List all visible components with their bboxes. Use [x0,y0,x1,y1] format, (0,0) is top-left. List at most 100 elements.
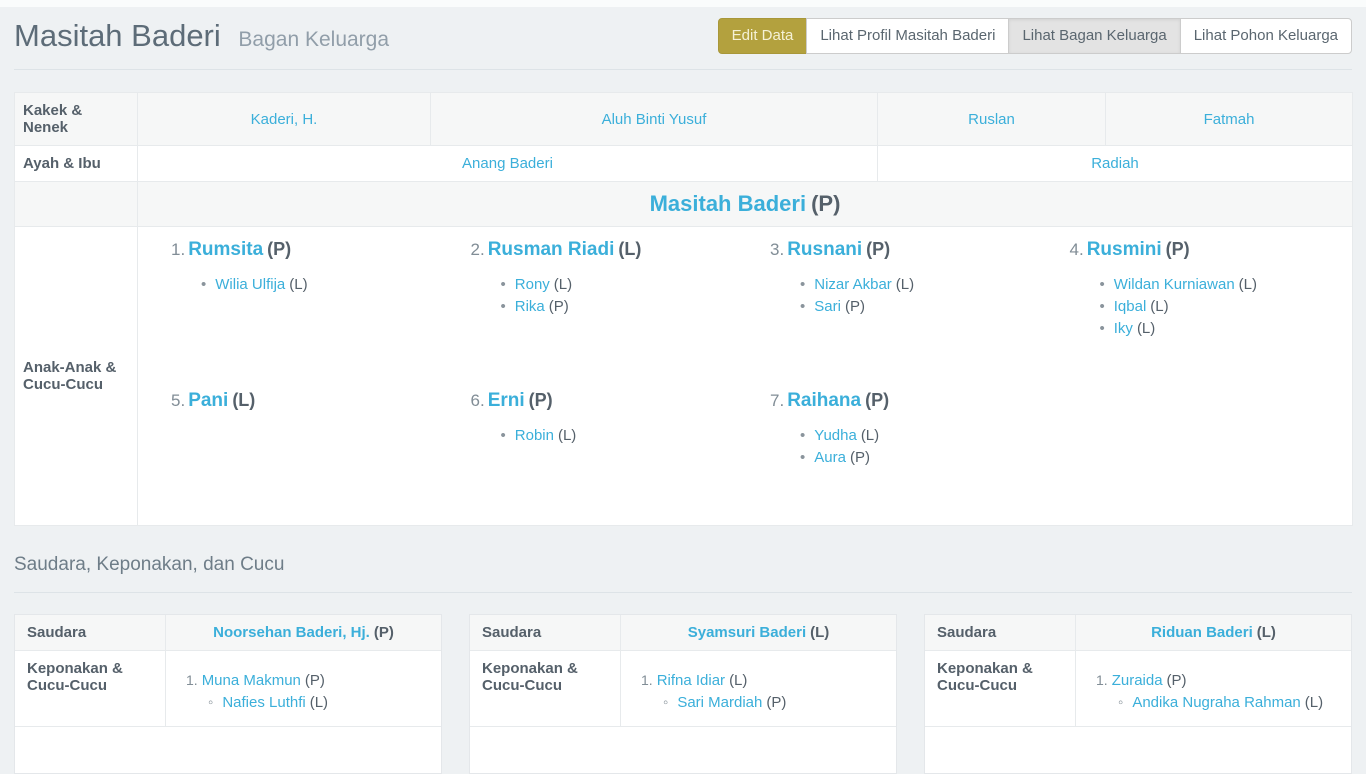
grandchild-link[interactable]: Rony [514,276,550,293]
grandchildren-list: Yudha(L) Aura(P) [770,425,1045,469]
view-profile-button[interactable]: Lihat Profil Masitah Baderi [806,18,1010,54]
nephews-row: Keponakan & Cucu-Cucu 1.Rifna Idiar(L) S… [470,651,896,727]
grandparents-row: Kakek & Nenek Kaderi, H. Aluh Binti Yusu… [14,92,1353,146]
grandchildren-list: Wildan Kurniawan (L) Iqbal(L) Iky(L) [1070,274,1345,340]
nephew-child-link[interactable]: Andika Nugraha Rahman [1132,694,1301,711]
child-item: 7.Raihana(P) Yudha(L) Aura(P) [745,387,1045,469]
child-item: 3.Rusnani(P) Nizar Akbar(L) Sari(P) [745,236,1045,340]
gender-tag: (L) [557,427,577,444]
edit-data-button[interactable]: Edit Data [717,18,808,54]
child-number: 6. [470,391,485,410]
grandparent-link[interactable]: Aluh Binti Yusuf [601,110,707,128]
page-title: Masitah Baderi Bagan Keluarga [14,18,389,54]
siblings-section-heading: Saudara, Keponakan, dan Cucu [14,554,1352,593]
gender-tag: (P) [548,298,569,315]
grandparent-link[interactable]: Ruslan [968,110,1015,128]
nephew-child-item: Andika Nugraha Rahman(L) [1118,692,1339,714]
gender-tag: (L) [810,624,830,641]
child-link[interactable]: Rusmini [1086,239,1162,260]
nephews-list: 1.Muna Makmun(P) Nafies Luthfi(L) [178,669,429,714]
nephew-children-list: Nafies Luthfi(L) [186,692,429,714]
nephews-row: Keponakan & Cucu-Cucu 1.Zuraida(P) Andik… [925,651,1351,727]
child-number: 5. [171,391,186,410]
sibling-label: Saudara [470,615,621,650]
children-row: Anak-Anak & Cucu-Cucu 1.Rumsita(P) Wilia… [14,226,1353,526]
grandchild-link[interactable]: Yudha [814,427,857,444]
child-link[interactable]: Erni [487,390,525,411]
child-number: 1. [171,240,186,259]
grandchild-link[interactable]: Rika [514,298,545,315]
parents-label: Ayah & Ibu [14,145,138,182]
child-item: 2.Rusman Riadi(L) Rony(L) Rika(P) [446,236,746,340]
child-item: 5. Pani (L) [146,387,446,469]
child-link[interactable]: Raihana [787,390,862,411]
gender-tag: (L) [1136,320,1156,337]
sibling-link[interactable]: Syamsuri Baderi [687,624,807,641]
sibling-header-row: Saudara Riduan Baderi (L) [925,615,1351,651]
grandchild-link[interactable]: Iqbal [1113,298,1147,315]
sibling-card: Saudara Noorsehan Baderi, Hj. (P) Keponak… [14,614,442,774]
grandchild-link[interactable]: Wilia Ulfija [215,276,286,293]
gender-tag: (P) [865,390,890,410]
grandchild-item: Iqbal(L) [1100,296,1345,318]
gender-tag: (P) [267,239,292,259]
person-name: Masitah Baderi [14,18,221,53]
top-strip [0,0,1366,7]
sibling-link[interactable]: Riduan Baderi [1151,624,1253,641]
nephew-children-list: Sari Mardiah(P) [641,692,884,714]
grandchild-link[interactable]: Wildan Kurniawan [1113,276,1235,293]
grandchild-link[interactable]: Aura [814,449,846,466]
self-link[interactable]: Masitah Baderi [649,191,807,216]
grandchild-link[interactable]: Iky [1113,320,1133,337]
page-subtitle: Bagan Keluarga [238,28,390,51]
grandchildren-list: Wilia Ulfija(L) [171,274,446,296]
gender-tag: (L) [1256,624,1276,641]
grandchild-item: Iky(L) [1100,318,1345,340]
children-list: 1.Rumsita(P) Wilia Ulfija(L) 2.Rusman Ri… [146,236,1344,516]
nephew-link[interactable]: Muna Makmun [201,672,301,689]
grandparent-link[interactable]: Kaderi, H. [250,110,318,128]
nephew-number: 1. [641,672,653,688]
child-item: 4.Rusmini(P) Wildan Kurniawan(L) Iqbal(L… [1045,236,1345,340]
grandchild-item: Sari(P) [800,296,1045,318]
siblings-cards-row: Saudara Noorsehan Baderi, Hj. (P) Keponak… [14,614,1352,774]
child-link[interactable]: Rusnani [787,239,863,260]
gender-tag: (L) [618,239,642,259]
gender-tag: (P) [1166,672,1187,689]
gender-tag: (L) [232,390,256,410]
nephew-link[interactable]: Zuraida [1111,672,1163,689]
page-header: Masitah Baderi Bagan Keluarga Edit Data … [14,7,1352,70]
nephew-link[interactable]: Rifna Idiar [656,672,726,689]
self-row-spacer [14,181,138,227]
nephew-number: 1. [186,672,198,688]
nephews-label: Keponakan & Cucu-Cucu [470,651,621,726]
nephew-child-link[interactable]: Nafies Luthfi [222,694,306,711]
gender-tag: (L) [729,672,748,689]
child-number: 3. [770,240,785,259]
self-row: Masitah Baderi (P) [14,181,1353,227]
grandchild-item: Robin(L) [501,425,746,447]
parent-link[interactable]: Radiah [1091,155,1139,172]
sibling-link[interactable]: Noorsehan Baderi, Hj. [213,624,370,641]
view-chart-button[interactable]: Lihat Bagan Keluarga [1008,18,1181,54]
nephew-item: 1.Rifna Idiar(L) Sari Mardiah(P) [641,669,884,714]
grandchild-item: Rika(P) [501,296,746,318]
nephew-child-link[interactable]: Sari Mardiah [677,694,763,711]
parent-link[interactable]: Anang Baderi [462,155,553,172]
gender-tag: (L) [309,694,329,711]
grandchild-link[interactable]: Sari [814,298,841,315]
grandchild-link[interactable]: Nizar Akbar [814,276,892,293]
gender-tag: (L) [895,276,915,293]
child-link[interactable]: Rumsita [188,239,264,260]
grandchild-link[interactable]: Robin [514,427,554,444]
grandchild-item: Yudha(L) [800,425,1045,447]
nephews-list: 1.Zuraida(P) Andika Nugraha Rahman(L) [1088,669,1339,714]
child-link[interactable]: Pani [188,390,229,411]
sibling-label: Saudara [15,615,166,650]
grandparent-link[interactable]: Fatmah [1203,110,1255,128]
gender-tag: (L) [1304,694,1324,711]
family-chart-table: Kakek & Nenek Kaderi, H. Aluh Binti Yusu… [14,92,1353,526]
child-link[interactable]: Rusman Riadi [487,239,615,260]
grandchild-item: Nizar Akbar(L) [800,274,1045,296]
view-tree-button[interactable]: Lihat Pohon Keluarga [1179,18,1352,54]
